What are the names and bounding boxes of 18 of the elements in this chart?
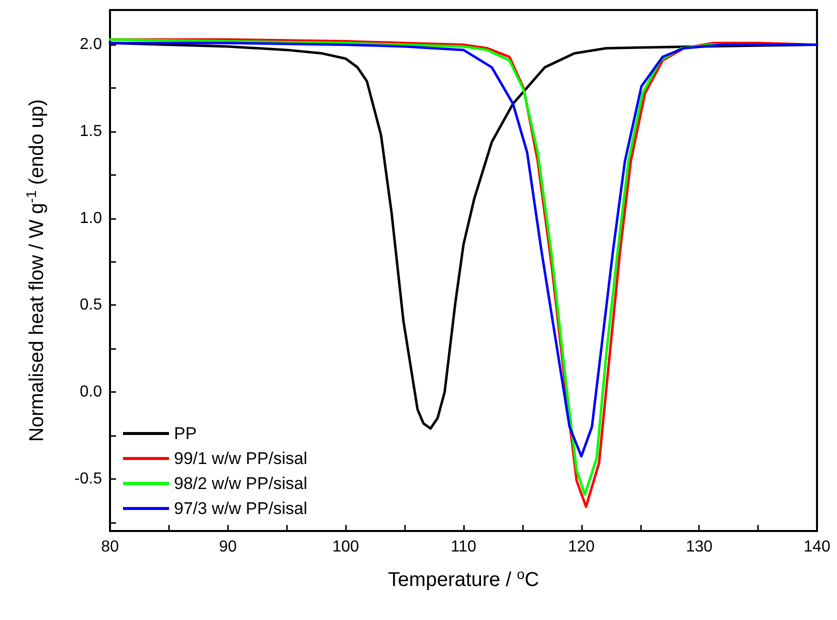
x-tick-label: 110 [450, 538, 476, 556]
legend-label: PP [174, 424, 197, 443]
legend-label: 98/2 w/w PP/sisal [174, 474, 308, 493]
y-axis-title: Normalised heat flow / W g-1 (endo up) [23, 99, 48, 442]
x-tick-label: 80 [101, 538, 119, 556]
y-tick-label: 1.0 [80, 210, 102, 227]
y-tick-label: 0.0 [80, 384, 102, 401]
y-tick-label: 2.0 [80, 36, 102, 54]
x-tick-label: 100 [332, 538, 360, 556]
y-tick-label: 1.5 [80, 123, 102, 140]
x-tick-label: 130 [686, 538, 713, 556]
x-tick-label: 90 [218, 538, 237, 556]
y-tick-label: 0.5 [80, 296, 102, 314]
legend-label: 99/1 w/w PP/sisal [174, 449, 308, 468]
x-tick-label: 140 [804, 538, 830, 556]
y-tick-label: -0.5 [74, 470, 102, 488]
x-tick-label: 120 [568, 538, 595, 556]
legend-label: 97/3 w/w PP/sisal [174, 499, 308, 518]
